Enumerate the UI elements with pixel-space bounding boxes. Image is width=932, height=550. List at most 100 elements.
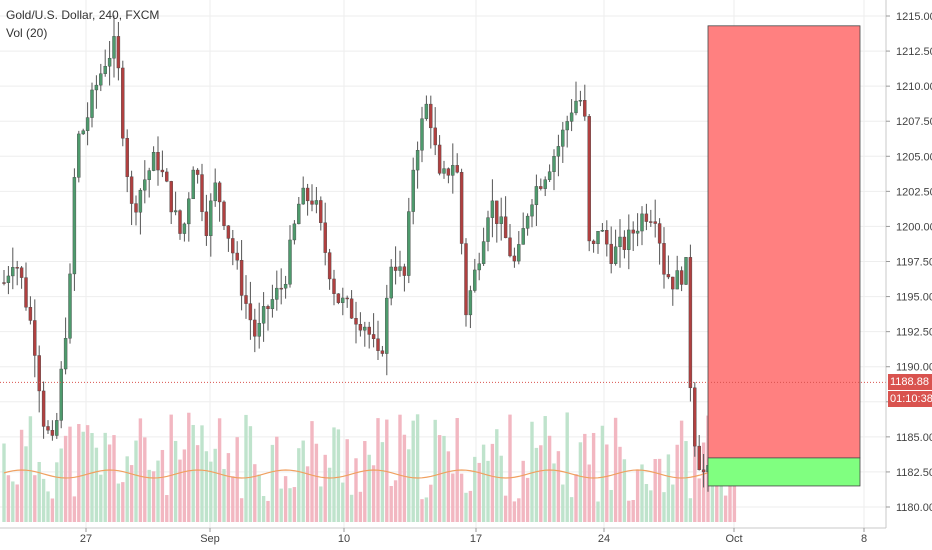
volume-bar — [517, 498, 521, 522]
candle-body — [15, 267, 19, 269]
candle-body — [19, 267, 24, 278]
candle-body — [565, 121, 569, 131]
candle-body — [222, 201, 226, 226]
volume-bar — [332, 427, 336, 522]
price-tick-label: 1205.00 — [896, 151, 932, 163]
candle-body — [11, 267, 15, 277]
volume-bar — [217, 418, 222, 522]
candle-body — [327, 252, 332, 280]
candle-body — [679, 270, 684, 285]
candle-body — [684, 257, 688, 285]
volume-bar — [310, 421, 314, 522]
candle-body — [305, 187, 310, 202]
volume-bar — [631, 500, 635, 522]
volume-bar — [169, 414, 173, 522]
volume-bar — [618, 446, 622, 522]
candle-body — [125, 138, 129, 177]
volume-bar — [442, 435, 446, 522]
candle-body — [635, 230, 640, 234]
candle-body — [173, 210, 178, 213]
volume-bar — [103, 432, 107, 522]
price-tick-label: 1200.00 — [896, 221, 932, 233]
candle-body — [587, 116, 591, 242]
volume-bar — [723, 495, 728, 522]
volume-bar — [587, 464, 591, 522]
volume-bar — [50, 498, 55, 522]
volume-bar — [68, 426, 72, 522]
volume-bar — [534, 447, 539, 522]
candle-body — [649, 221, 653, 223]
volume-bar — [125, 456, 129, 522]
candle-body — [103, 66, 107, 74]
candle-body — [28, 306, 33, 321]
volume-bar — [244, 414, 248, 522]
volume-bar — [11, 481, 15, 522]
volume-bar — [420, 499, 424, 522]
volume-bar — [429, 484, 433, 522]
volume-bar — [349, 494, 354, 522]
candle-body — [116, 36, 121, 69]
candle-body — [99, 73, 103, 86]
volume-bar — [569, 497, 574, 522]
volume-bar — [477, 462, 481, 522]
time-tick-label: 27 — [80, 533, 92, 545]
volume-bar — [200, 425, 204, 522]
volume-bar — [15, 484, 19, 522]
candle-body — [640, 213, 644, 232]
volume-bar — [424, 497, 429, 522]
candle-body — [446, 168, 451, 176]
candle-body — [37, 355, 41, 392]
volume-bar — [508, 414, 512, 522]
volume-bar — [28, 416, 33, 522]
candle-body — [389, 266, 393, 299]
volume-bar — [121, 482, 125, 522]
volume-bar — [191, 424, 195, 522]
volume-bar — [433, 419, 437, 522]
volume-bar — [385, 419, 389, 522]
volume-bar — [19, 429, 24, 522]
volume-bar — [178, 459, 182, 522]
candle-body — [279, 287, 283, 290]
price-axis[interactable]: 1180.001182.501185.001187.501190.001192.… — [886, 11, 932, 514]
candle-body — [622, 236, 627, 250]
candle-body — [55, 420, 59, 436]
volume-bar — [156, 460, 160, 522]
reward-zone[interactable] — [707, 457, 861, 487]
symbol-title[interactable]: Gold/U.S. Dollar, 240, FXCM — [6, 8, 160, 22]
volume-indicator-label[interactable]: Vol (20) — [6, 26, 48, 40]
price-tick-label: 1180.00 — [896, 502, 932, 514]
volume-bar — [657, 458, 662, 522]
volume-bar — [415, 414, 420, 522]
volume-bar — [112, 435, 116, 522]
candle-body — [424, 103, 429, 119]
time-tick-label: 10 — [338, 533, 350, 545]
volume-bar — [116, 483, 121, 522]
candle-body — [358, 324, 363, 331]
candle-body — [556, 146, 561, 157]
risk-zone[interactable] — [707, 25, 861, 459]
volume-bar — [561, 484, 565, 522]
candle-body — [644, 213, 649, 222]
volume-bar — [160, 449, 165, 522]
volume-bar — [486, 460, 490, 522]
candle-body — [574, 100, 578, 114]
candle-body — [508, 237, 512, 257]
time-axis[interactable]: 27 Sep 10 17 24 Oct 8 — [80, 528, 867, 545]
candle-body — [6, 275, 11, 283]
candle-body — [468, 290, 473, 316]
candle-body — [81, 130, 85, 135]
price-tick-label: 1202.50 — [896, 186, 932, 198]
volume-bar — [345, 439, 349, 522]
volume-bar — [134, 440, 138, 522]
volume-bar — [556, 451, 561, 522]
volume-bar — [525, 477, 530, 522]
candle-body — [257, 323, 261, 337]
volume-bar — [473, 456, 477, 522]
candle-body — [354, 318, 358, 325]
candle-body — [666, 274, 671, 278]
volume-bar — [24, 446, 28, 522]
candle-body — [336, 293, 341, 303]
volume-bar — [81, 431, 85, 522]
candle-body — [376, 338, 380, 351]
